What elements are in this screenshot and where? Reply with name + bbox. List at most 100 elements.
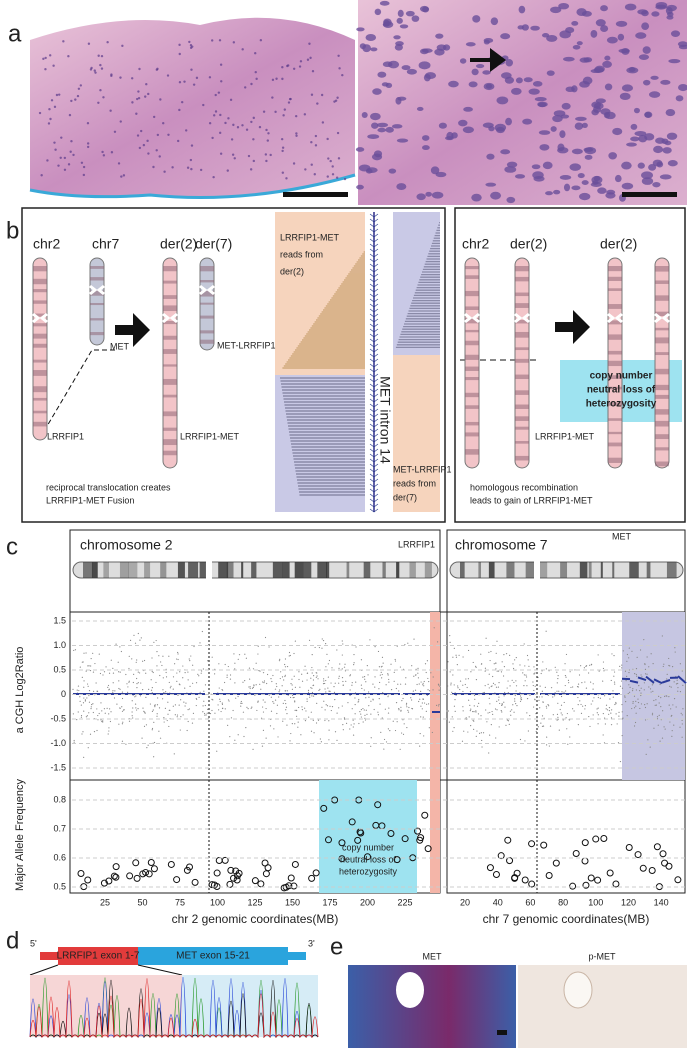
point [150,689,153,691]
point [637,701,640,704]
band [515,347,529,351]
point [541,670,543,672]
nucleus [583,147,594,152]
point [315,722,318,724]
point [90,657,92,660]
point [535,696,538,699]
point [291,860,299,868]
point [364,719,367,721]
point [338,667,340,669]
point [284,666,287,668]
nucleus [534,96,547,102]
point [358,722,360,725]
nucleus [82,165,86,169]
nucleus [267,132,270,135]
point [602,712,604,715]
nucleus [117,162,121,165]
point [347,702,349,704]
point [73,739,75,742]
nucleus [600,25,609,33]
nucleus [57,164,60,167]
point [635,668,638,670]
point [663,726,665,728]
nucleus [377,71,387,78]
point [324,709,326,711]
nucleus [310,141,313,144]
point [284,663,286,666]
point [262,681,264,683]
point [195,697,197,700]
nucleus [224,121,227,125]
band [655,368,669,375]
point [643,639,645,641]
point [491,685,493,687]
point [307,689,310,691]
x-tick-label: 60 [525,897,535,907]
band [33,397,47,401]
point [388,681,390,683]
point [182,677,184,679]
nucleus [619,92,631,101]
band [396,562,400,578]
nucleus [121,44,124,48]
nucleus [500,149,511,155]
point [422,684,424,686]
band [608,360,622,367]
point [405,704,408,706]
point [624,695,626,697]
point [248,686,250,688]
point [621,664,623,666]
point [103,708,106,710]
band [465,329,479,333]
nucleus [241,48,244,51]
nucleus [678,83,687,92]
nucleus [195,76,199,80]
point [135,707,137,709]
point [308,639,311,641]
nucleus [463,106,473,112]
band [560,562,568,578]
point [320,741,322,743]
point [584,705,586,707]
point [512,667,515,670]
point [394,660,397,662]
nucleus [49,54,52,57]
point [632,702,634,704]
nucleus [559,175,572,180]
point [681,736,683,738]
nucleus [370,47,378,52]
point [542,701,544,703]
point [545,871,553,879]
point [364,714,366,716]
point [681,719,683,722]
point [377,714,380,716]
point [596,708,598,710]
point [262,729,265,732]
point [312,719,314,721]
point [483,691,485,694]
point [268,646,270,648]
point [324,719,326,722]
nucleus [490,17,499,26]
point [325,666,327,668]
nucleus [406,68,417,75]
nucleus [310,93,314,96]
point [412,690,414,692]
point [312,679,315,681]
point [648,666,650,668]
tick [369,438,379,443]
point [646,673,648,675]
point [488,687,490,689]
point [179,729,181,731]
nucleus [336,96,339,99]
nucleus [271,96,274,99]
nucleus [314,144,318,147]
nucleus [289,97,292,101]
point [178,704,180,706]
point [468,716,470,718]
point [297,726,299,728]
point [153,721,155,723]
band [608,386,622,390]
point [137,632,139,635]
band [33,300,47,304]
